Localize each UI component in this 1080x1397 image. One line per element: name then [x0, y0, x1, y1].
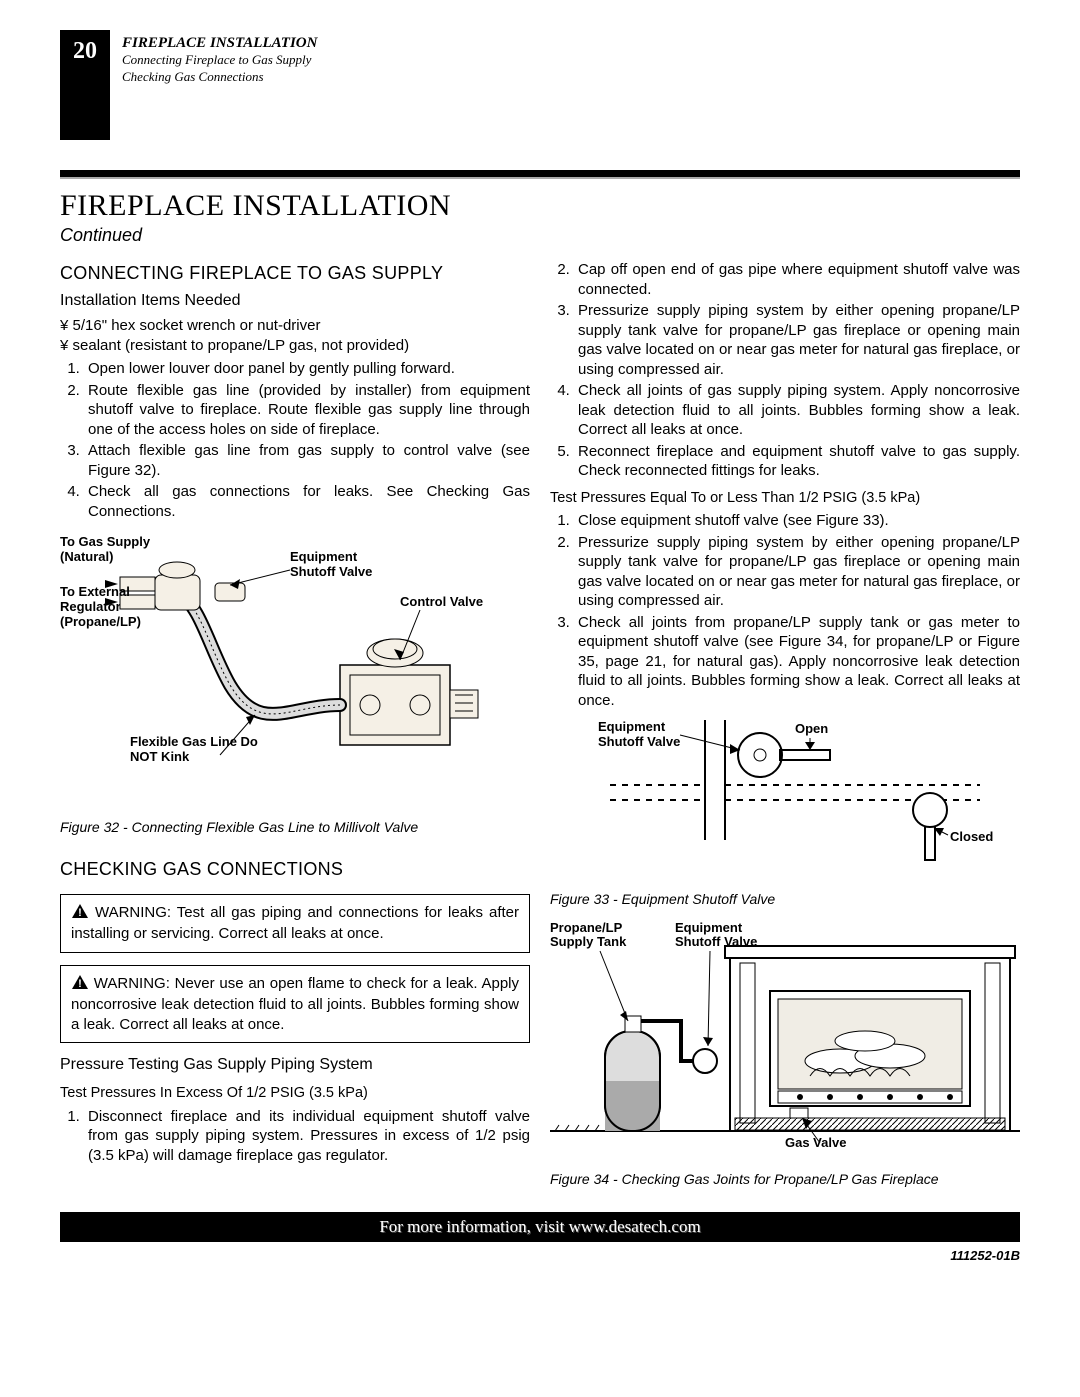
fig34-label-tank: Propane/LP Supply Tank [550, 921, 650, 951]
header-titles: FIREPLACE INSTALLATION Connecting Firepl… [122, 30, 317, 86]
fig32-label-control-valve: Control Valve [400, 595, 510, 610]
section-checking: CHECKING GAS CONNECTIONS [60, 858, 530, 881]
main-title: FIREPLACE INSTALLATION [60, 189, 1020, 223]
footer-bar: For more information, visit www.desatech… [60, 1212, 1020, 1242]
figure-34-svg [550, 921, 1020, 1166]
warning-2-text: WARNING: Never use an open flame to chec… [71, 975, 519, 1033]
page-number: 20 [73, 38, 97, 65]
fig32-label-equip-shutoff: Equipment Shutoff Valve [290, 550, 400, 580]
warning-1-text: WARNING: Test all gas piping and connect… [71, 904, 519, 943]
r-step-4: Check all joints of gas supply piping sy… [574, 381, 1020, 440]
header-sub1: Connecting Fireplace to Gas Supply [122, 52, 317, 69]
step-2: Route flexible gas line (provided by ins… [84, 381, 530, 440]
figure-32: To Gas Supply (Natural) To External Regu… [60, 535, 530, 810]
figure-34: Propane/LP Supply Tank Equipment Shutoff… [550, 921, 1020, 1166]
footer-text: For more information, visit www.desatech… [379, 1217, 700, 1237]
tp-equal: Test Pressures Equal To or Less Than 1/2… [550, 489, 1020, 508]
two-column-layout: CONNECTING FIREPLACE TO GAS SUPPLY Insta… [60, 256, 1020, 1188]
r-step-5: Reconnect fireplace and equipment shutof… [574, 442, 1020, 481]
figure-33: Equipment Shutoff Valve Open Closed [550, 720, 1020, 880]
fig32-label-flex-line: Flexible Gas Line Do NOT Kink [130, 735, 280, 765]
left-column: CONNECTING FIREPLACE TO GAS SUPPLY Insta… [60, 256, 530, 1188]
svg-text:!: ! [78, 907, 82, 919]
install-steps: Open lower louver door panel by gently p… [60, 359, 530, 521]
warning-box-2: ! WARNING: Never use an open flame to ch… [60, 965, 530, 1044]
rb-step-2: Pressurize supply piping system by eithe… [574, 533, 1020, 611]
right-steps-a: Cap off open end of gas pipe where equip… [550, 260, 1020, 481]
warning-icon: ! [71, 974, 89, 996]
figure-34-caption: Figure 34 - Checking Gas Joints for Prop… [550, 1170, 1020, 1188]
fig33-label-open: Open [795, 722, 828, 737]
r-step-2: Cap off open end of gas pipe where equip… [574, 260, 1020, 299]
page-number-box: 20 [60, 30, 110, 140]
svg-text:!: ! [78, 978, 82, 990]
fig34-label-equip: Equipment Shutoff Valve [675, 921, 765, 951]
figure-32-caption: Figure 32 - Connecting Flexible Gas Line… [60, 818, 530, 836]
fig32-label-ext-reg: To External Regulator (Propane/LP) [60, 585, 170, 630]
fig32-label-gas-supply: To Gas Supply (Natural) [60, 535, 170, 565]
rb-step-1: Close equipment shutoff valve (see Figur… [574, 511, 1020, 531]
step-4: Check all gas connections for leaks. See… [84, 482, 530, 521]
bullet-2: sealant (resistant to propane/LP gas, no… [60, 336, 530, 356]
right-column: Cap off open end of gas pipe where equip… [550, 256, 1020, 1188]
sub-items-needed: Installation Items Needed [60, 291, 530, 312]
warning-box-1: ! WARNING: Test all gas piping and conne… [60, 894, 530, 953]
header-title: FIREPLACE INSTALLATION [122, 35, 317, 52]
fig34-label-gasvalve: Gas Valve [785, 1136, 846, 1151]
warning-icon: ! [71, 903, 89, 925]
step-3: Attach flexible gas line from gas supply… [84, 441, 530, 480]
fig33-label-closed: Closed [950, 830, 993, 845]
header-sub2: Checking Gas Connections [122, 69, 317, 86]
tp-excess: Test Pressures In Excess Of 1/2 PSIG (3.… [60, 1084, 530, 1103]
r-step-3: Pressurize supply piping system by eithe… [574, 301, 1020, 379]
page-header: 20 FIREPLACE INSTALLATION Connecting Fir… [60, 30, 1020, 140]
fig33-label-equip: Equipment Shutoff Valve [598, 720, 688, 750]
figure-33-caption: Figure 33 - Equipment Shutoff Valve [550, 890, 1020, 908]
rule-bar [60, 170, 1020, 177]
disconnect-step-1: Disconnect fireplace and its individual … [84, 1107, 530, 1166]
right-steps-b: Close equipment shutoff valve (see Figur… [550, 511, 1020, 710]
step-1: Open lower louver door panel by gently p… [84, 359, 530, 379]
bullet-1: 5/16" hex socket wrench or nut-driver [60, 316, 530, 336]
disconnect-steps: Disconnect fireplace and its individual … [60, 1107, 530, 1166]
continued-label: Continued [60, 225, 1020, 246]
doc-id: 111252-01B [0, 1242, 1080, 1263]
section-connecting: CONNECTING FIREPLACE TO GAS SUPPLY [60, 262, 530, 285]
sub-pressure-testing: Pressure Testing Gas Supply Piping Syste… [60, 1055, 530, 1076]
bullet-list: 5/16" hex socket wrench or nut-driver se… [60, 316, 530, 355]
rb-step-3: Check all joints from propane/LP supply … [574, 613, 1020, 711]
